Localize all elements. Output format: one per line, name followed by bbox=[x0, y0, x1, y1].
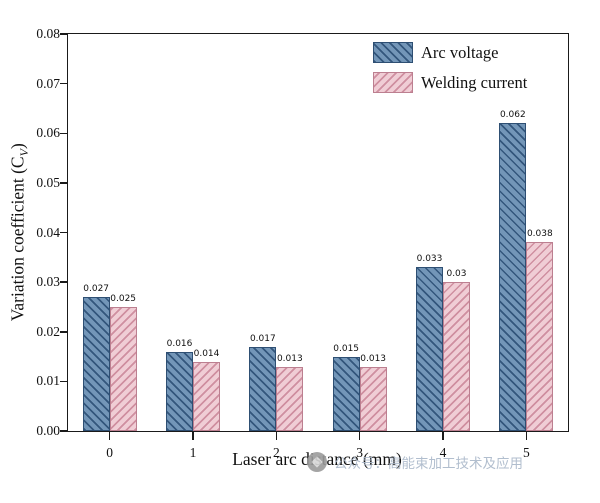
x-tick-label: 4 bbox=[439, 445, 447, 460]
y-tick-label: 0.08 bbox=[36, 26, 60, 41]
bar-welding-current-0 bbox=[109, 306, 137, 431]
y-tick-label: 0.07 bbox=[36, 75, 60, 91]
y-axis-tick bbox=[60, 231, 67, 234]
bar-value-label: 0.013 bbox=[360, 353, 387, 364]
x-tick-label: 3 bbox=[356, 445, 364, 460]
bar-value-label: 0.03 bbox=[446, 269, 467, 280]
y-axis-tick bbox=[60, 132, 67, 134]
bar-value-label: 0.033 bbox=[416, 254, 443, 265]
watermark-logo-icon bbox=[307, 452, 327, 472]
y-axis-tick bbox=[60, 331, 67, 333]
legend-swatch-welding-current bbox=[373, 72, 413, 93]
watermark: 公众号：高能束加工技术及应用 bbox=[307, 452, 523, 472]
bar-arc-voltage-2 bbox=[249, 346, 277, 431]
x-tick-label: 5 bbox=[522, 445, 530, 460]
bar-welding-current-2 bbox=[276, 366, 304, 431]
y-axis-tick bbox=[60, 281, 67, 283]
y-tick-label: 0.06 bbox=[36, 125, 60, 141]
legend: Arc voltage Welding current bbox=[373, 42, 527, 102]
y-axis-tick bbox=[60, 33, 67, 35]
bar-value-label: 0.027 bbox=[83, 284, 110, 295]
bar-arc-voltage-3 bbox=[332, 356, 360, 431]
bar-value-label: 0.015 bbox=[333, 343, 360, 354]
legend-item-welding-current: Welding current bbox=[373, 72, 527, 93]
y-axis-title-subscript: V bbox=[16, 149, 31, 157]
y-axis-tick bbox=[60, 380, 67, 383]
bar-value-label: 0.038 bbox=[526, 229, 553, 240]
bar-arc-voltage-0 bbox=[82, 297, 110, 431]
bar-value-label: 0.017 bbox=[249, 333, 276, 344]
bar-arc-voltage-5 bbox=[499, 123, 527, 431]
bar-value-label: 0.025 bbox=[110, 293, 137, 304]
bar-arc-voltage-4 bbox=[416, 267, 443, 431]
y-tick-label: 0.01 bbox=[36, 373, 60, 389]
y-tick-label: 0.00 bbox=[36, 423, 60, 438]
legend-swatch-arc-voltage bbox=[373, 42, 413, 63]
bar-welding-current-3 bbox=[359, 366, 387, 431]
bar-welding-current-5 bbox=[526, 242, 554, 431]
x-axis-tick bbox=[525, 432, 528, 440]
legend-item-arc-voltage: Arc voltage bbox=[373, 42, 527, 63]
y-axis-tick bbox=[60, 182, 67, 184]
y-axis-tick bbox=[60, 430, 67, 432]
legend-label-arc-voltage: Arc voltage bbox=[421, 42, 499, 62]
x-tick-label: 2 bbox=[272, 445, 280, 460]
y-tick-label: 0.04 bbox=[36, 224, 60, 240]
x-tick-label: 0 bbox=[106, 445, 114, 460]
x-axis-tick bbox=[192, 432, 194, 440]
x-axis-tick bbox=[108, 432, 111, 440]
x-axis-tick bbox=[275, 432, 278, 440]
x-axis-tick bbox=[442, 432, 444, 440]
y-axis-title-suffix: ) bbox=[7, 143, 28, 150]
x-axis-tick bbox=[358, 432, 361, 440]
legend-label-welding-current: Welding current bbox=[421, 72, 528, 92]
x-tick-label: 1 bbox=[189, 445, 197, 460]
watermark-text: 公众号：高能束加工技术及应用 bbox=[334, 456, 523, 472]
bar-arc-voltage-1 bbox=[166, 351, 193, 431]
bar-value-label: 0.013 bbox=[276, 353, 303, 364]
bar-value-label: 0.062 bbox=[499, 110, 526, 121]
y-tick-label: 0.02 bbox=[36, 323, 60, 339]
bar-welding-current-1 bbox=[193, 361, 220, 431]
plot-area: Arc voltage Welding current 0.00 0.01 0.02… bbox=[36, 26, 569, 460]
bar-value-label: 0.014 bbox=[193, 348, 220, 359]
y-tick-label: 0.03 bbox=[36, 274, 60, 290]
y-axis-tick bbox=[60, 82, 67, 85]
bar-welding-current-4 bbox=[443, 282, 470, 431]
bar-value-label: 0.016 bbox=[166, 338, 193, 349]
y-tick-label: 0.05 bbox=[36, 174, 60, 190]
